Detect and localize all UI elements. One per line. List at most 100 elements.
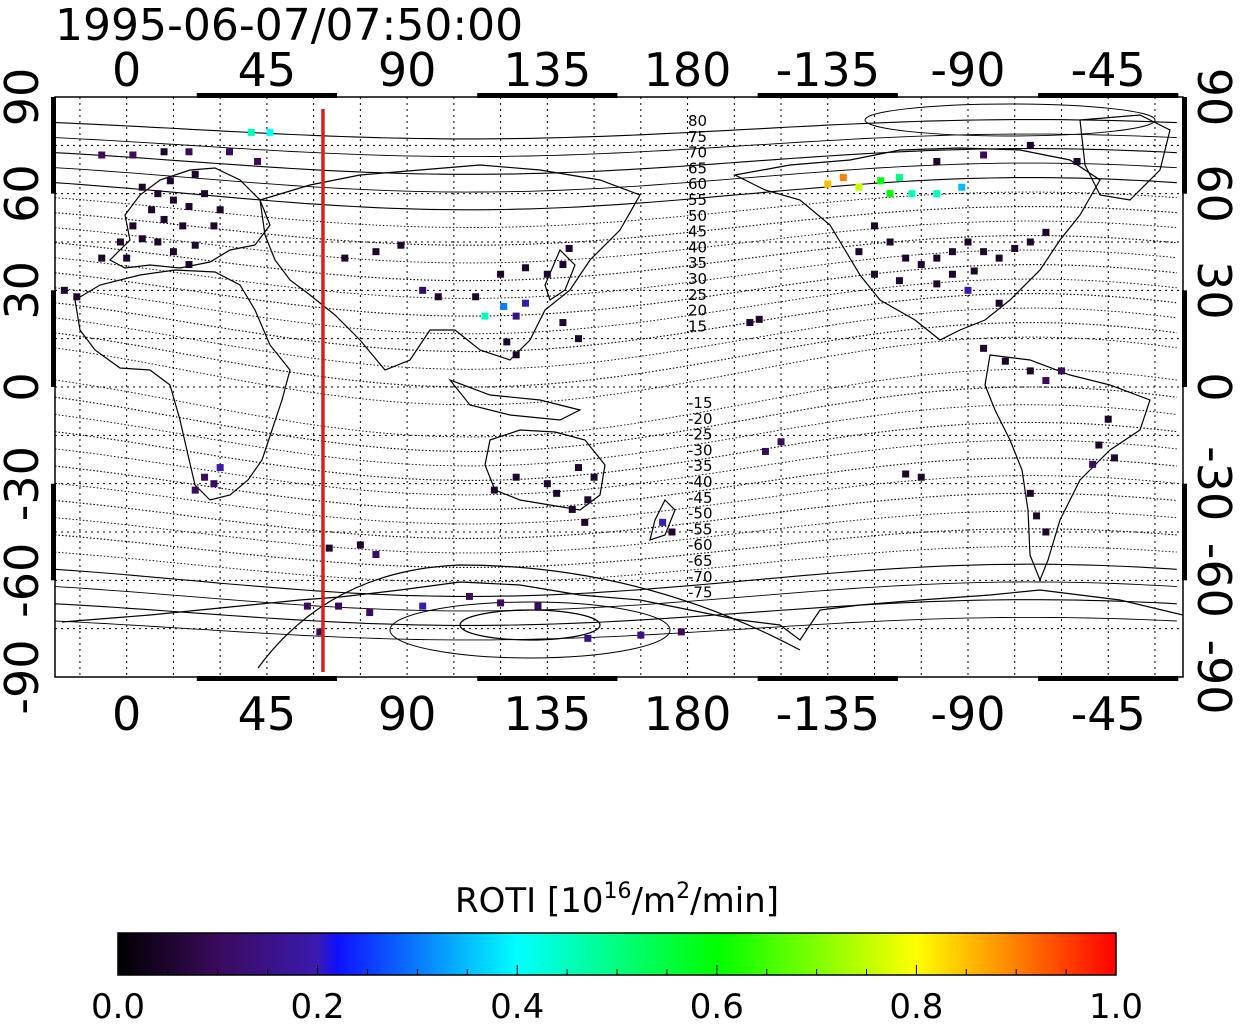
roti-point [316, 628, 324, 636]
roti-point [839, 174, 847, 182]
roti-point [372, 551, 380, 559]
contour-label-south: -20 [688, 410, 713, 428]
roti-point [964, 286, 972, 294]
roti-point [160, 148, 168, 156]
figure-title: 1995-06-07/07:50:00 [55, 0, 523, 51]
roti-point [1026, 367, 1034, 375]
contour-oval-south-mid [389, 601, 671, 659]
contour-label-south: -30 [688, 441, 713, 459]
frame-bar-bottom [757, 676, 898, 681]
roti-point [980, 248, 988, 256]
contour-line [55, 510, 1177, 554]
roti-point [895, 174, 903, 182]
contour-label-north: 45 [688, 223, 707, 241]
frame-bar-bottom [477, 676, 618, 681]
roti-point [559, 319, 567, 327]
contour-oval-south-outer [257, 564, 801, 669]
frame-bar-right [1182, 290, 1187, 387]
roti-point [871, 270, 879, 278]
roti-point [138, 235, 146, 243]
left-lat-label: 90 [0, 68, 49, 127]
contour-label-north: 70 [688, 144, 707, 162]
roti-point [98, 254, 106, 262]
roti-point [185, 261, 193, 269]
roti-point [73, 293, 81, 301]
roti-point [123, 254, 131, 262]
bottom-lon-label: 135 [503, 687, 591, 741]
magnetic-latitude-contours [55, 103, 1177, 669]
contour-label-north: 75 [688, 128, 707, 146]
frame-bar-top [757, 93, 898, 98]
roti-point [958, 183, 966, 191]
contour-line [55, 439, 1177, 496]
top-lon-label: 180 [644, 43, 732, 97]
roti-point [335, 602, 343, 610]
frame-bar-top [1038, 93, 1179, 98]
top-lon-label: 90 [378, 43, 437, 97]
right-lat-label: -90 [1187, 639, 1240, 714]
right-lat-label: 60 [1187, 164, 1240, 223]
bottom-lon-label: -45 [1071, 687, 1146, 741]
contour-label-south: -15 [688, 394, 713, 412]
contour-label-south: -35 [688, 457, 713, 475]
roti-point [902, 470, 910, 478]
colorbar-gradient [117, 932, 1117, 976]
roti-point [191, 241, 199, 249]
roti-point [1042, 528, 1050, 536]
roti-point [761, 447, 769, 455]
roti-point [366, 609, 374, 617]
roti-point [372, 248, 380, 256]
roti-point [185, 148, 193, 156]
coastline-africa [74, 269, 291, 501]
roti-point [980, 151, 988, 159]
roti-point [933, 280, 941, 288]
bottom-lon-label: 180 [644, 687, 732, 741]
roti-point [902, 254, 910, 262]
colorbar-tick-label: 0.4 [490, 987, 544, 1024]
roti-point [191, 486, 199, 494]
contour-label-north: 35 [688, 254, 707, 272]
roti-point [497, 599, 505, 607]
roti-point [581, 518, 589, 526]
contour-line [55, 616, 1177, 641]
coastline-antarctica [61, 581, 1183, 641]
roti-point [500, 302, 508, 310]
roti-point [216, 206, 224, 214]
contour-line [55, 278, 1177, 335]
roti-point [964, 238, 972, 246]
roti-point [1042, 377, 1050, 385]
roti-point [497, 270, 505, 278]
roti-point [116, 238, 124, 246]
roti-point [434, 293, 442, 301]
contour-line [55, 133, 1177, 158]
roti-point [1110, 454, 1118, 462]
roti-point [574, 464, 582, 472]
left-lat-label: 30 [0, 261, 49, 320]
roti-point [565, 244, 573, 252]
roti-point [543, 270, 551, 278]
roti-point [225, 148, 233, 156]
roti-point [1095, 441, 1103, 449]
contour-line [55, 293, 1177, 353]
top-lon-label: -45 [1071, 43, 1146, 97]
roti-point [216, 464, 224, 472]
roti-point [677, 628, 685, 636]
coastlines [61, 114, 1183, 641]
roti-point [1042, 228, 1050, 236]
left-lat-label: -90 [0, 639, 49, 714]
contour-line [55, 457, 1177, 510]
roti-point [855, 248, 863, 256]
roti-point [553, 489, 561, 497]
right-lat-label: -30 [1187, 446, 1240, 521]
roti-point [980, 344, 988, 352]
roti-point [1033, 512, 1041, 520]
roti-point [777, 438, 785, 446]
contour-line [55, 386, 1177, 452]
top-longitude-labels: 0 45 90 135 180 -135 -90 -45 [112, 43, 1146, 97]
roti-point [191, 170, 199, 178]
right-lat-label: -60 [1187, 543, 1240, 618]
roti-point [98, 151, 106, 159]
contour-line [55, 404, 1177, 467]
contour-label-north: 55 [688, 191, 707, 209]
